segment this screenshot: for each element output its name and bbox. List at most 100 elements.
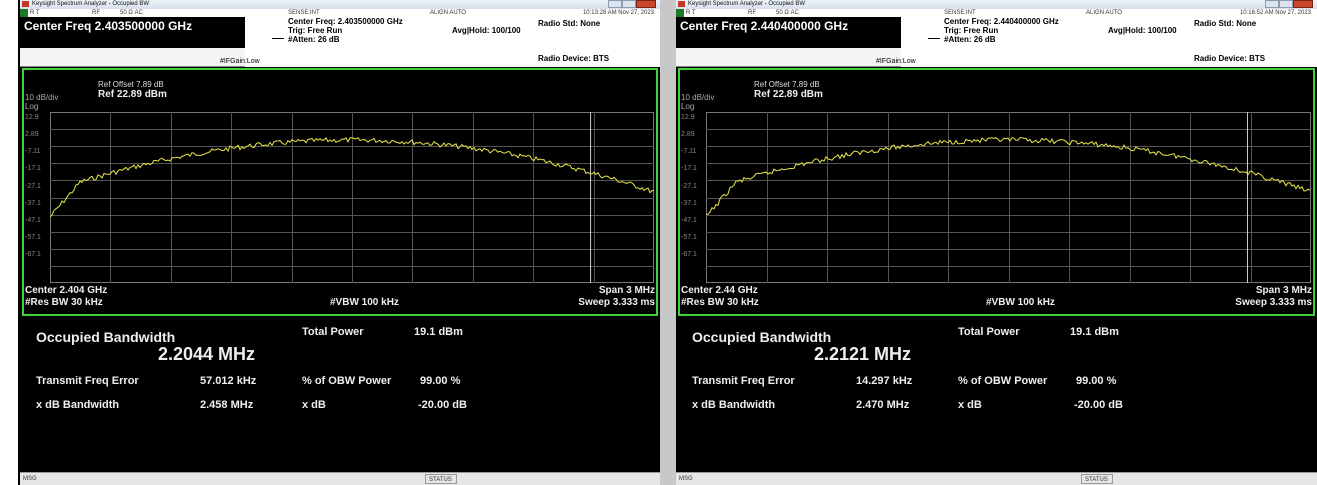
total-power-label: Total Power xyxy=(302,326,364,338)
status-box: STATUS xyxy=(425,474,457,484)
title-bar: Keysight Spectrum Analyzer - Occupied BW xyxy=(676,0,1317,9)
status-rt: R T xyxy=(30,10,40,16)
center-freq: Center Freq 2.403500000 GHz xyxy=(24,19,193,33)
left-edge xyxy=(18,0,20,485)
maximize-button[interactable] xyxy=(622,0,636,8)
center-label: Center 2.404 GHz xyxy=(25,285,108,296)
y-axis-label: -67.1 xyxy=(681,251,697,258)
status-sense: SENSE:INT xyxy=(288,10,320,16)
center-freq-setting: Center Freq: 2.440400000 GHz xyxy=(944,17,1059,26)
app-icon xyxy=(22,1,29,7)
header: Center Freq 2.440400000 GHz Center Freq: … xyxy=(676,17,1317,67)
y-axis-label: 12.9 xyxy=(25,114,39,121)
arrow xyxy=(928,38,940,39)
window-title: Keysight Spectrum Analyzer - Occupied BW xyxy=(32,1,150,7)
tfe-label: Transmit Freq Error xyxy=(36,375,139,387)
tfe-label: Transmit Freq Error xyxy=(692,375,795,387)
pct-value: 99.00 % xyxy=(1076,375,1117,387)
plot-panel: Ref Offset 7.89 dB 10 dB/div Ref 22.89 dBm… xyxy=(678,68,1315,316)
sweep-label: Sweep 3.333 ms xyxy=(578,297,655,308)
status-align: ALIGN AUTO xyxy=(1086,10,1122,16)
minimize-button[interactable] xyxy=(1265,0,1279,8)
vbw-label: #VBW 100 kHz xyxy=(986,297,1055,308)
msg-label: MSG xyxy=(679,476,693,482)
y-axis-label: -17.1 xyxy=(25,165,41,172)
pct-label: % of OBW Power xyxy=(958,375,1048,387)
separator xyxy=(660,0,676,485)
y-axis-label: -17.1 xyxy=(681,165,697,172)
obw-value: 2.2121 MHz xyxy=(814,344,912,364)
total-power-value: 19.1 dBm xyxy=(414,326,463,338)
close-button[interactable] xyxy=(636,0,656,8)
attenuation: #Atten: 26 dB xyxy=(288,35,340,44)
status-rf: RF xyxy=(92,10,100,16)
radio-std: Radio Std: None xyxy=(538,19,601,28)
if-gain: #IFGain:Low xyxy=(220,58,260,65)
y-axis-label: -37.1 xyxy=(681,200,697,207)
y-axis-label: -47.1 xyxy=(25,217,41,224)
y-axis-label: -57.1 xyxy=(25,234,41,241)
trace xyxy=(50,137,654,218)
total-power-value: 19.1 dBm xyxy=(1070,326,1119,338)
average-hold: Avg|Hold: 100/100 xyxy=(452,26,521,35)
xdb-value: -20.00 dB xyxy=(1074,399,1123,411)
y-axis-label: -7.11 xyxy=(681,148,697,155)
ref-offset: Ref Offset 7.89 dB xyxy=(98,80,164,89)
center-freq: Center Freq 2.440400000 GHz xyxy=(680,19,849,33)
analyzer-window: Keysight Spectrum Analyzer - Occupied BW… xyxy=(676,0,1317,485)
header: Center Freq 2.403500000 GHz Center Freq: … xyxy=(20,17,660,67)
y-axis-label: -57.1 xyxy=(681,234,697,241)
center-freq-box: Center Freq 2.403500000 GHz xyxy=(20,17,245,48)
obw-label: Occupied Bandwidth xyxy=(692,329,832,345)
y-axis-label: -67.1 xyxy=(25,251,41,258)
msg-label: MSG xyxy=(23,476,37,482)
trace-plot xyxy=(706,112,1311,283)
app-icon xyxy=(678,1,685,7)
status-icon xyxy=(20,9,28,17)
analyzer-window: Keysight Spectrum Analyzer - Occupied BW… xyxy=(20,0,660,485)
xdb-bw-label: x dB Bandwidth xyxy=(692,399,776,411)
status-icon xyxy=(676,9,684,17)
center-freq-box: Center Freq 2.440400000 GHz xyxy=(676,17,901,48)
vbw-label: #VBW 100 kHz xyxy=(330,297,399,308)
status-rf: RF xyxy=(748,10,756,16)
xdb-bw-label: x dB Bandwidth xyxy=(36,399,120,411)
log-label: Log xyxy=(25,102,39,111)
close-button[interactable] xyxy=(1293,0,1313,8)
y-axis-label: 12.9 xyxy=(681,114,695,121)
footer: MSG STATUS xyxy=(676,472,1317,485)
total-power-label: Total Power xyxy=(958,326,1020,338)
plot-panel: Ref Offset 7.89 dB 10 dB/div Ref 22.89 dBm… xyxy=(22,68,658,316)
y-axis-label: -27.1 xyxy=(25,183,41,190)
status-align: ALIGN AUTO xyxy=(430,10,466,16)
y-axis-label: 2.89 xyxy=(25,131,39,138)
pct-value: 99.00 % xyxy=(420,375,461,387)
window-title: Keysight Spectrum Analyzer - Occupied BW xyxy=(688,1,806,7)
span-label: Span 3 MHz xyxy=(598,285,655,296)
status-imp: 50 Ω AC xyxy=(120,10,143,16)
status-time: 10:16:52 AM Nov 27, 2023 xyxy=(1239,10,1311,16)
footer: MSG STATUS xyxy=(20,472,660,485)
ref-level: Ref 22.89 dBm xyxy=(754,89,823,100)
y-axis-label: -27.1 xyxy=(681,183,697,190)
status-box: STATUS xyxy=(1081,474,1113,484)
if-gain: #IFGain:Low xyxy=(876,58,916,65)
center-freq-setting: Center Freq: 2.403500000 GHz xyxy=(288,17,403,26)
scale: 10 dB/div xyxy=(25,93,59,102)
obw-label: Occupied Bandwidth xyxy=(36,329,176,345)
center-freq-entry-box xyxy=(676,48,901,67)
span-label: Span 3 MHz xyxy=(1255,285,1312,296)
ref-offset: Ref Offset 7.89 dB xyxy=(754,80,820,89)
minimize-button[interactable] xyxy=(608,0,622,8)
maximize-button[interactable] xyxy=(1279,0,1293,8)
y-axis-label: 2.89 xyxy=(681,131,695,138)
y-axis-label: -47.1 xyxy=(681,217,697,224)
scale: 10 dB/div xyxy=(681,93,715,102)
sweep-label: Sweep 3.333 ms xyxy=(1235,297,1312,308)
results-panel: Occupied Bandwidth 2.2121 MHz Total Power 1… xyxy=(676,318,1317,472)
radio-std: Radio Std: None xyxy=(1194,19,1257,28)
rbw-label: #Res BW 30 kHz xyxy=(25,297,103,308)
center-freq-entry-box xyxy=(20,48,245,67)
y-axis-label: -7.11 xyxy=(25,148,41,155)
